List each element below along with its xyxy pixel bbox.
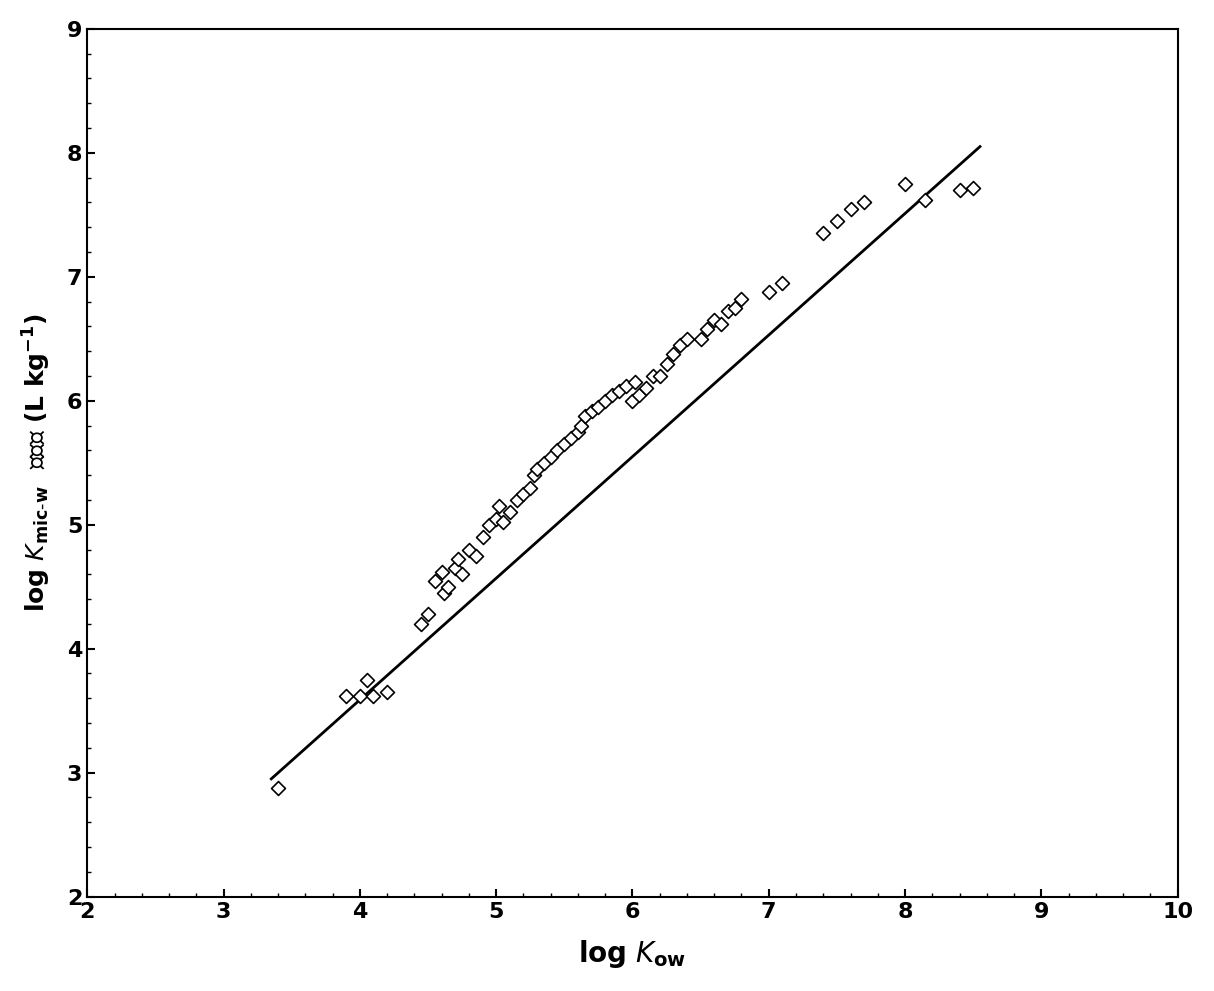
Point [664,346,683,362]
Point [732,291,751,307]
Point [589,399,608,415]
Point [711,316,731,332]
Point [448,552,467,568]
X-axis label: $\mathbf{log}\ \mathit{K}_\mathbf{ow}$: $\mathbf{log}\ \mathit{K}_\mathbf{ow}$ [578,938,687,970]
Point [364,688,384,704]
Point [472,529,492,545]
Point [602,386,622,402]
Point [487,510,506,526]
Point [609,383,629,398]
Point [548,442,567,458]
Point [670,337,690,353]
Point [435,585,454,601]
Point [507,492,527,507]
Point [378,684,397,700]
Point [446,560,465,576]
Point [555,436,574,452]
Point [534,455,554,471]
Point [691,331,710,347]
Point [493,514,512,530]
Point [636,381,656,396]
Point [432,564,452,580]
Point [964,179,983,195]
Point [425,573,444,589]
Point [615,378,635,393]
Point [677,331,697,347]
Point [759,283,778,299]
Point [704,312,724,328]
Point [630,386,649,402]
Point [649,368,669,384]
Point [568,424,588,440]
Point [625,375,645,390]
Point [827,213,846,229]
Point [571,417,590,433]
Point [268,780,288,796]
Point [489,498,509,514]
Point [521,480,540,496]
Point [541,449,561,465]
Point [412,616,431,632]
Point [350,688,369,704]
Point [419,606,438,622]
Point [725,300,744,316]
Point [698,321,717,337]
Point [466,548,486,564]
Point [855,194,874,210]
Y-axis label: $\mathbf{log}\ \mathit{K}_\mathbf{mic\text{-}w}$  实验值 $\mathbf{(L\ kg^{-1})}$: $\mathbf{log}\ \mathit{K}_\mathbf{mic\te… [21,313,53,612]
Point [915,192,935,208]
Point [895,175,914,191]
Point [841,200,861,216]
Point [514,486,533,501]
Point [500,504,520,520]
Point [772,275,792,291]
Point [524,467,544,483]
Point [459,542,478,558]
Point [643,368,663,384]
Point [561,430,580,446]
Point [357,672,376,688]
Point [527,461,546,477]
Point [596,392,615,408]
Point [719,303,738,319]
Point [453,567,472,583]
Point [813,226,833,242]
Point [438,579,458,595]
Point [480,516,499,532]
Point [575,407,595,423]
Point [949,182,969,198]
Point [623,392,642,408]
Point [336,688,356,704]
Point [582,402,601,418]
Point [657,356,676,372]
